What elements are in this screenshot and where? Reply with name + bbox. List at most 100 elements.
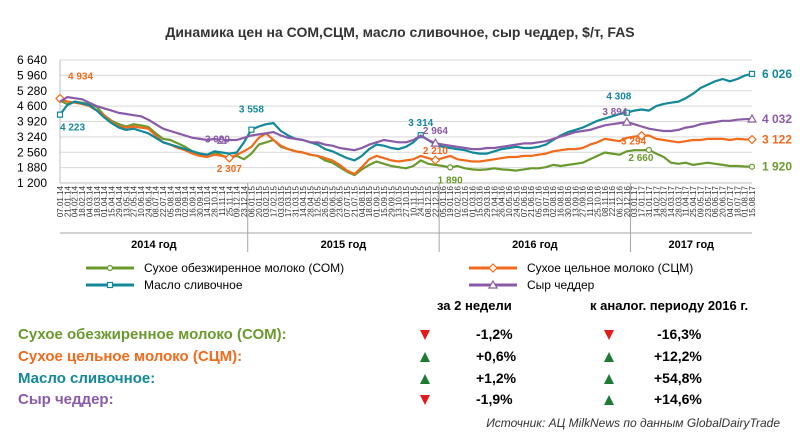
year-label: 2014 год <box>131 239 177 251</box>
x-tick-label: 22.11.16 <box>608 185 617 216</box>
legend-marker <box>488 263 498 273</box>
x-tick-label: 03.03.15 <box>277 185 286 217</box>
x-tick-label: 10.05.16 <box>505 185 514 217</box>
x-tick-label: 03.02.15 <box>262 185 271 217</box>
x-tick-label: 01.09.15 <box>373 185 382 217</box>
x-tick-label: 10.11.15 <box>409 185 418 216</box>
x-tick-label: 29.03.16 <box>483 185 492 217</box>
x-tick-label: 09.12.14 <box>233 185 242 217</box>
x-tick-label: 11.11.14 <box>218 185 227 216</box>
x-tick-label: 20.01.15 <box>255 185 264 217</box>
x-tick-label: 15.03.16 <box>476 185 485 217</box>
x-tick-label: 25.04.17 <box>689 185 698 217</box>
data-point-marker <box>645 146 653 154</box>
data-label: 2 964 <box>423 126 448 137</box>
data-label: 2 210 <box>423 146 448 157</box>
x-tick-label: 08.12.15 <box>424 185 433 217</box>
x-tick-label: 24.05.16 <box>512 185 521 217</box>
x-tick-label: 17.01.17 <box>638 185 647 217</box>
x-tick-label: 07.07.15 <box>343 185 352 217</box>
summary-row-scm: Сухое цельное молоко (СЦМ): +0,6% +12,2% <box>0 348 800 368</box>
x-tick-label: 22.12.15 <box>431 185 440 217</box>
data-point-marker <box>747 134 757 145</box>
data-label: 4 032 <box>762 112 792 126</box>
chart-grid <box>59 59 752 184</box>
x-tick-label: 09.05.17 <box>696 185 705 217</box>
x-tick-label: 14.03.17 <box>667 185 676 217</box>
data-label: 3 122 <box>762 133 792 147</box>
data-label: 3 894 <box>602 107 627 118</box>
two-weeks-value: -1,2% <box>476 326 513 342</box>
x-tick-label: 01.04.14 <box>100 185 109 217</box>
x-tick-label: 05.07.16 <box>535 185 544 217</box>
y-tick-label: 3 240 <box>17 130 47 144</box>
summary-table: за 2 недели к аналог. периоду 2016 г. Су… <box>0 298 800 448</box>
up-arrow-icon <box>420 352 430 362</box>
x-tick-label: 18.08.15 <box>365 185 374 217</box>
data-label: 4 308 <box>606 92 631 103</box>
x-tick-label: 28.02.17 <box>660 185 669 217</box>
two-weeks-value: -1,9% <box>476 391 513 407</box>
data-label: 6 026 <box>762 67 792 81</box>
x-tick-label: 16.08.16 <box>557 185 566 217</box>
x-tick-label: 19.07.16 <box>542 185 551 217</box>
summary-row-som: Сухое обезжиренное молоко (СОМ): -1,2% -… <box>0 326 800 346</box>
series-line <box>59 96 753 152</box>
yoy-value: +54,8% <box>654 370 702 386</box>
series-line <box>59 72 753 162</box>
y-tick-label: 1 200 <box>17 176 47 190</box>
data-label: 4 223 <box>60 123 85 134</box>
x-tick-label: 13.09.16 <box>571 185 580 217</box>
x-tick-label: 24.11.15 <box>417 185 426 216</box>
data-point-marker <box>621 116 632 126</box>
data-point-marker <box>623 109 630 116</box>
year-labels: 2014 год 2015 год 2016 год 2017 год <box>60 183 752 252</box>
x-tick-label: 10.06.14 <box>137 185 146 217</box>
data-label: 1 890 <box>438 175 463 186</box>
x-tick-label: 08.11.16 <box>601 185 610 216</box>
data-point-marker <box>248 126 255 133</box>
x-tick-label: 18.07.17 <box>733 185 742 217</box>
data-label: 3 090 <box>205 134 230 145</box>
x-tick-label: 23.12.14 <box>240 185 249 217</box>
x-tick-label: 17.02.15 <box>269 185 278 217</box>
x-tick-label: 21.01.14 <box>63 185 72 217</box>
x-tick-label: 04.02.14 <box>71 185 80 217</box>
data-point-marker <box>636 130 647 141</box>
x-tick-label: 31.01.17 <box>645 185 654 217</box>
x-tick-label: 30.08.16 <box>564 185 573 217</box>
x-tick-label: 15.08.17 <box>748 185 757 217</box>
data-label: 2 660 <box>628 153 653 164</box>
x-tick-label: 14.02.17 <box>652 185 661 217</box>
header-yoy: к аналог. периоду 2016 г. <box>590 298 749 313</box>
legend-marker <box>487 279 499 289</box>
x-tick-label: 20.12.16 <box>623 185 632 217</box>
x-tick-label: 24.06.14 <box>144 185 153 217</box>
x-tick-label: 16.02.16 <box>461 185 470 217</box>
data-label: 3 294 <box>621 137 646 148</box>
data-label: 3 314 <box>408 118 433 129</box>
up-arrow-icon <box>604 395 614 405</box>
x-tick-label: 01.03.16 <box>468 185 477 217</box>
x-tick-label: 30.09.14 <box>196 185 205 217</box>
x-tick-label: 23.05.17 <box>704 185 713 217</box>
down-arrow-icon <box>420 330 430 340</box>
source-note: Источник: АЦ MilkNews по данным GlobalDa… <box>486 416 780 430</box>
yoy-value: +14,6% <box>654 391 702 407</box>
row-label: Сухое цельное молоко (СЦМ): <box>18 348 243 365</box>
x-tick-label: 14.10.14 <box>203 185 212 217</box>
chart-legend: Сухое обезжиренное молоко (СОМ) Сухое цел… <box>86 261 693 292</box>
x-tick-label: 15.09.15 <box>380 185 389 217</box>
data-label: 3 558 <box>239 105 264 116</box>
x-tick-label: 26.04.16 <box>498 185 507 217</box>
legend-label: Масло сливочное <box>144 278 243 292</box>
x-tick-label: 25.10.16 <box>593 185 602 217</box>
year-label: 2016 год <box>512 239 558 251</box>
data-point-marker <box>748 70 756 77</box>
x-tick-label: 03.01.17 <box>630 185 639 217</box>
x-tick-label: 04.03.14 <box>85 185 94 217</box>
x-axis-ticks: 07.01.1421.01.1404.02.1418.02.1404.03.14… <box>56 185 757 217</box>
x-tick-label: 27.05.14 <box>130 185 139 217</box>
x-tick-label: 20.06.17 <box>719 185 728 217</box>
